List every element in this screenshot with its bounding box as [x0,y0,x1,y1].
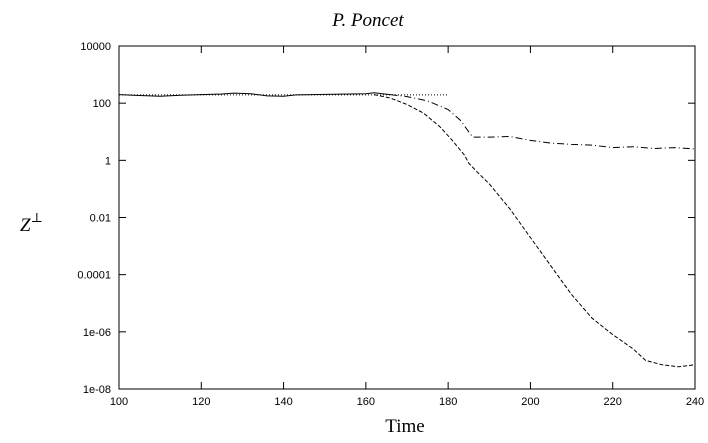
y-axis-label-base: Z [20,215,31,236]
series-layer [118,92,696,368]
y-tick-label: 0.01 [90,213,111,225]
y-tick-label: 1 [105,155,111,167]
y-tick-label: 10000 [80,41,111,53]
y-tick-label: 1e-08 [83,384,111,396]
x-tick-label: 200 [521,396,539,408]
series-line-dashdot [390,94,696,150]
y-tick-label: 1e-06 [83,327,111,339]
plot-frame [118,45,696,390]
x-tick-label: 180 [439,396,457,408]
series-line-dashed [373,94,696,368]
y-axis-label: Z⊥ [20,210,43,236]
x-tick-label: 100 [110,396,128,408]
x-tick-label: 240 [686,396,704,408]
series-line-solid [118,92,391,97]
axis-ticks: 100 120 140 160 180 200 220 240 1e-08 1e-06 0.0001… [77,41,704,408]
x-tick-label: 120 [192,396,210,408]
y-axis-label-superscript: ⊥ [31,210,43,225]
chart-title: P. Poncet [331,10,404,31]
x-tick-label: 160 [357,396,375,408]
x-axis-label: Time [385,416,424,437]
x-tick-label: 220 [604,396,622,408]
x-tick-label: 140 [274,396,292,408]
y-tick-label: 0.0001 [77,270,111,282]
y-tick-label: 100 [93,98,111,110]
